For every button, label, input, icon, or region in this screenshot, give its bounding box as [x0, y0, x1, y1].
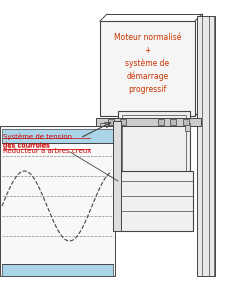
Circle shape [108, 110, 114, 116]
Bar [100, 21, 195, 116]
Text: Moteur normalisé
+
système de
démarrage
progressif: Moteur normalisé + système de démarrage … [114, 33, 181, 94]
Circle shape [158, 110, 164, 116]
Bar [114, 191, 119, 196]
Text: des courroies: des courroies [3, 143, 50, 149]
Bar [2, 264, 113, 276]
Bar [125, 174, 130, 179]
Bar [118, 111, 190, 176]
Bar [114, 176, 119, 181]
Bar [138, 174, 143, 179]
Bar [170, 119, 176, 125]
Bar [158, 119, 164, 125]
Bar [108, 119, 114, 125]
Bar [122, 115, 186, 172]
Bar [100, 123, 105, 131]
Circle shape [120, 110, 126, 116]
Text: Système de tension
des courroies: Système de tension des courroies [3, 133, 72, 148]
Bar [185, 123, 190, 131]
Bar [120, 119, 126, 125]
Bar [0, 126, 115, 276]
Bar [165, 174, 170, 179]
Circle shape [170, 110, 176, 116]
Bar [118, 171, 193, 231]
Bar [183, 119, 189, 125]
Bar [113, 121, 121, 231]
Circle shape [183, 110, 189, 116]
Bar [114, 221, 119, 226]
Bar [2, 129, 113, 143]
Bar [178, 174, 183, 179]
Bar [114, 206, 119, 211]
Bar [197, 16, 215, 276]
Bar [96, 118, 201, 126]
Bar [152, 174, 157, 179]
Text: Réducteur à arbres creux: Réducteur à arbres creux [3, 148, 91, 154]
